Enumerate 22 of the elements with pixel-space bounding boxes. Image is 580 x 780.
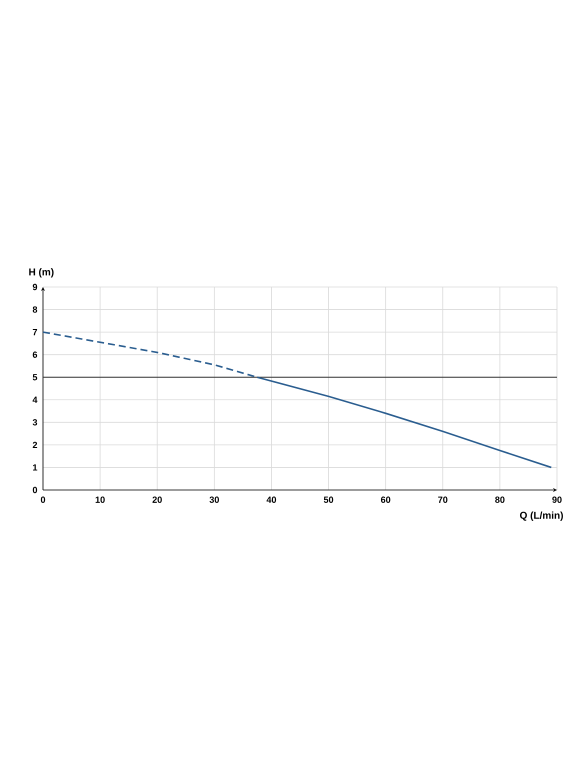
x-tick-label: 10 [96,496,105,503]
y-tick-label: 2 [32,442,38,448]
y-tick-label: 9 [32,284,38,290]
x-axis-title: Q (L/min) [520,512,563,521]
y-tick-label: 1 [33,464,38,471]
x-tick-label: 20 [152,496,162,503]
x-tick-label: 30 [210,496,219,503]
x-tick-label: 60 [380,496,390,503]
x-tick-label: 40 [266,496,276,503]
x-tick-label: 50 [324,496,334,503]
x-tick-label: 80 [495,496,505,503]
y-axis-title: H (m) [29,268,54,278]
y-tick-label: 4 [32,396,38,403]
x-tick-label: 0 [40,496,46,503]
y-tick-label: 8 [32,306,38,313]
y-tick-label: 7 [32,329,38,336]
y-tick-label: 0 [32,486,38,494]
y-tick-label: 5 [32,374,38,380]
x-tick-label: 90 [552,496,562,503]
y-tick-label: 6 [32,351,38,358]
y-tick-label: 3 [32,419,38,426]
x-tick-label: 70 [438,496,448,503]
